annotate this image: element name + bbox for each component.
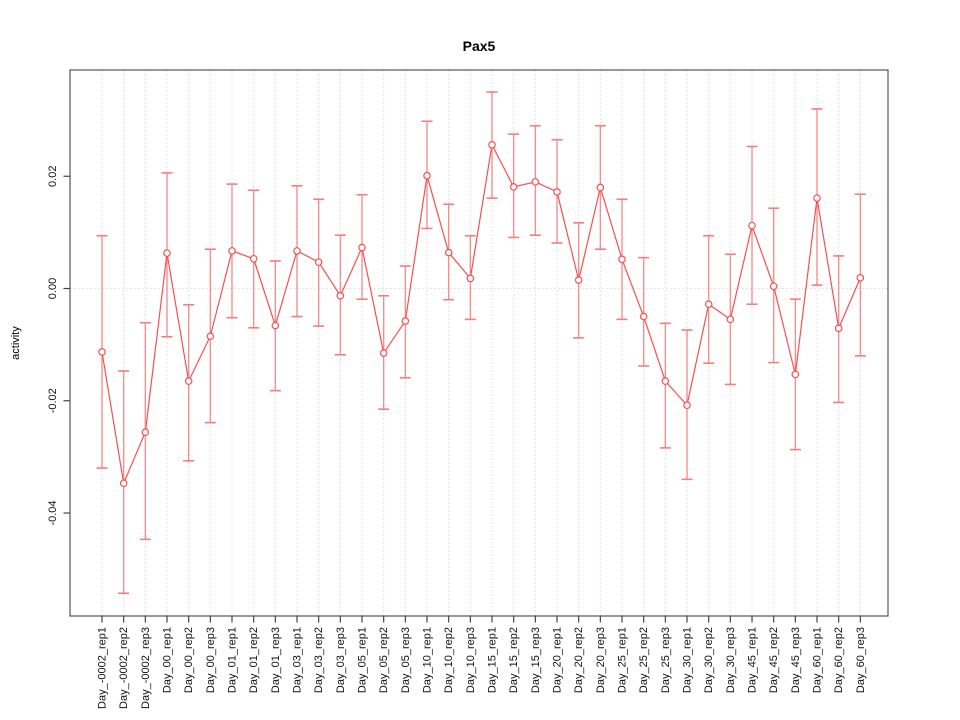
data-point — [249, 254, 258, 263]
y-tick-label: 0.02 — [47, 166, 59, 187]
x-tick-label: Day_20_rep2 — [573, 627, 585, 693]
y-tick-label: -0.02 — [47, 388, 59, 413]
x-tick-label: Day_-0002_rep1 — [97, 627, 109, 709]
y-axis-label-text: activity — [10, 326, 22, 360]
y-tick-label: -0.04 — [47, 500, 59, 525]
data-point — [271, 321, 280, 330]
data-point — [293, 247, 301, 255]
x-tick-label: Day_15_rep1 — [487, 627, 499, 693]
data-point — [791, 370, 800, 379]
x-tick-label: Day_10_rep2 — [443, 627, 455, 693]
chart-title: Pax5 — [462, 38, 496, 54]
data-point — [834, 324, 843, 333]
x-tick-label: Day_05_rep3 — [400, 627, 412, 693]
x-tick-label: Day_03_rep1 — [292, 627, 304, 693]
x-tick-label: Day_03_rep2 — [313, 627, 325, 693]
x-tick-label: Day_03_rep3 — [335, 627, 347, 693]
data-point — [401, 317, 410, 325]
data-point — [509, 183, 518, 191]
x-tick-label: Day_60_rep1 — [812, 627, 824, 693]
data-point — [358, 243, 366, 252]
data-point — [726, 315, 735, 324]
plot-box — [69, 69, 889, 617]
x-tick-label: Day_25_rep1 — [617, 627, 629, 693]
data-point — [141, 428, 150, 436]
x-tick-label: Day_30_rep3 — [725, 627, 737, 693]
x-tick-label: Day_01_rep3 — [270, 627, 282, 693]
x-tick-label: Day_20_rep3 — [595, 627, 607, 693]
data-point — [314, 258, 323, 266]
data-point — [704, 300, 713, 309]
x-tick-label: Day_60_rep2 — [833, 627, 845, 693]
x-tick-label: Day_25_rep2 — [638, 627, 650, 693]
data-point — [336, 291, 345, 300]
data-point — [206, 332, 215, 341]
data-point — [618, 255, 626, 264]
data-point — [184, 377, 193, 385]
x-tick-label: Day_45_rep3 — [790, 627, 802, 693]
x-tick-label: Day_05_rep1 — [357, 627, 369, 693]
x-tick-label: Day_15_rep3 — [530, 627, 542, 693]
x-tick-label: Day_25_rep3 — [660, 627, 672, 693]
data-point — [856, 274, 865, 282]
data-point — [769, 282, 778, 291]
x-tick-label: Day_-0002_rep3 — [140, 627, 152, 709]
data-point — [639, 312, 648, 321]
x-tick-label: Day_00_rep2 — [183, 627, 195, 693]
data-point — [574, 276, 583, 284]
x-tick-label: Day_00_rep3 — [205, 627, 217, 693]
y-tick-label: 0.00 — [47, 278, 59, 299]
x-tick-label: Day_01_rep1 — [227, 627, 239, 693]
data-point — [813, 194, 821, 202]
data-point — [379, 349, 388, 357]
x-tick-label: Day_01_rep2 — [248, 627, 260, 693]
x-tick-label: Day_05_rep2 — [378, 627, 390, 693]
data-point — [466, 274, 475, 283]
data-point — [553, 188, 561, 196]
data-point — [488, 141, 496, 149]
data-point — [683, 401, 691, 410]
data-point — [119, 479, 128, 488]
x-tick-label: Day_45_rep1 — [747, 627, 759, 693]
x-tick-label: Day_10_rep3 — [465, 627, 477, 693]
data-point — [163, 249, 171, 257]
data-line — [101, 142, 861, 486]
x-tick-label: Day_20_rep1 — [552, 627, 564, 693]
x-tick-label: Day_30_rep1 — [682, 627, 694, 693]
data-point — [661, 377, 670, 385]
x-tick-label: Day_30_rep2 — [703, 627, 715, 693]
x-tick-label: Day_00_rep1 — [162, 627, 174, 693]
data-point — [444, 248, 453, 257]
data-point — [531, 178, 540, 186]
data-point — [228, 247, 236, 255]
x-tick-label: Day_45_rep2 — [768, 627, 780, 693]
data-point — [98, 348, 106, 356]
data-point — [748, 221, 756, 230]
data-point — [423, 171, 431, 180]
x-tick-label: Day_-0002_rep2 — [118, 627, 130, 709]
data-point — [596, 183, 605, 192]
x-tick-label: Day_60_rep3 — [855, 627, 867, 693]
x-tick-label: Day_15_rep2 — [508, 627, 520, 693]
x-tick-label: Day_10_rep1 — [422, 627, 434, 693]
